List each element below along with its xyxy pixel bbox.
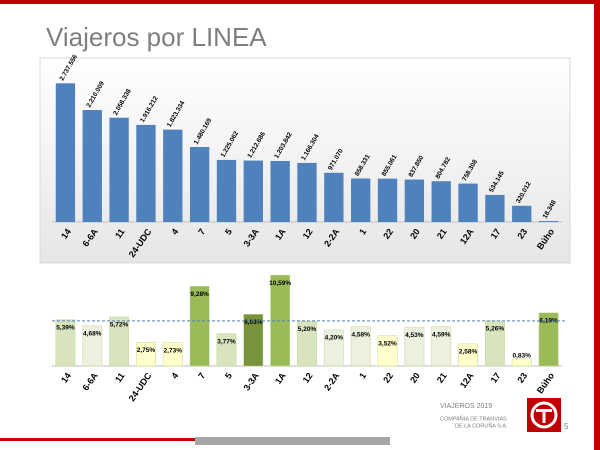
- x-tick-label: 1: [357, 371, 368, 381]
- footer-bar: [195, 437, 390, 445]
- bar: [377, 178, 398, 222]
- data-label: 4,59%: [432, 331, 451, 338]
- data-label: 4,53%: [405, 332, 424, 339]
- data-label: 2,73%: [164, 347, 183, 354]
- x-tick-label: 5: [223, 227, 234, 237]
- x-tick-label: 4: [169, 227, 180, 237]
- x-tick-label: 12: [301, 227, 315, 241]
- x-tick-label: 14: [59, 371, 73, 385]
- footer-bar: [0, 438, 195, 441]
- bar: [511, 358, 532, 367]
- data-label: 4,68%: [83, 331, 102, 338]
- x-tick-label: Búho: [535, 370, 557, 395]
- x-tick-label: 1A: [273, 370, 288, 386]
- bar: [458, 183, 478, 222]
- caption: VIAJEROS 2019: [440, 403, 492, 410]
- slide-title: Viajeros por LINEA: [46, 22, 267, 52]
- data-label: 6,03%: [244, 319, 263, 326]
- data-label: 2,75%: [137, 347, 156, 354]
- x-tick-label: 12A: [458, 370, 476, 390]
- x-tick-label: 22: [381, 371, 395, 385]
- bar: [82, 325, 103, 367]
- bar: [136, 124, 156, 222]
- x-tick-label: 17: [489, 227, 503, 241]
- bar: [323, 329, 344, 367]
- data-label: 5,26%: [486, 326, 505, 333]
- x-tick-label: 2-2A: [322, 370, 342, 392]
- bar: [55, 319, 76, 367]
- bar: [243, 313, 264, 367]
- x-tick-label: 17: [489, 371, 503, 385]
- data-label: 10,59%: [269, 280, 291, 287]
- bar: [431, 181, 451, 222]
- bar: [485, 194, 505, 222]
- data-label: 5,72%: [110, 322, 129, 329]
- bar: [404, 179, 425, 222]
- bar: [55, 83, 76, 222]
- bar: [216, 159, 237, 222]
- x-tick-label: 7: [196, 227, 207, 237]
- data-label: 0,83%: [513, 353, 532, 360]
- x-tick-label: 23: [515, 227, 529, 241]
- x-tick-label: 21: [435, 371, 449, 385]
- x-tick-label: 20: [408, 227, 422, 241]
- data-label: 5,39%: [56, 324, 75, 331]
- bar: [431, 326, 452, 367]
- data-label: 3,77%: [217, 338, 236, 345]
- company-line: COMPAÑIA DE TRANVIAS: [440, 415, 507, 422]
- x-tick-label: 21: [435, 227, 449, 241]
- bar: [512, 205, 532, 222]
- x-tick-label: 20: [408, 371, 422, 385]
- bar: [162, 342, 183, 367]
- bar: [109, 316, 130, 367]
- data-label: 9,28%: [190, 291, 209, 298]
- x-tick-label: 11: [113, 371, 127, 385]
- logo: [527, 398, 561, 432]
- bar: [351, 178, 371, 222]
- data-label: 2,58%: [459, 349, 478, 356]
- bar: [270, 161, 290, 222]
- bar: [324, 172, 344, 222]
- bar: [297, 162, 317, 222]
- bar: [297, 321, 317, 367]
- bar: [136, 342, 156, 367]
- right-border: [594, 0, 600, 450]
- x-tick-label: 14: [59, 227, 73, 241]
- bar: [538, 312, 559, 367]
- x-tick-label: 23: [515, 371, 529, 385]
- x-tick-label: 1: [357, 227, 368, 237]
- bar: [163, 129, 183, 222]
- bar: [404, 326, 425, 367]
- bar: [350, 326, 371, 367]
- bar: [189, 286, 210, 367]
- bar: [458, 343, 478, 367]
- data-label: 4,58%: [351, 331, 370, 338]
- top-border: [0, 0, 600, 4]
- x-tick-label: 3-3A: [242, 370, 262, 392]
- bar: [109, 117, 129, 222]
- x-tick-label: 24-UDC: [127, 370, 154, 403]
- bar: [243, 160, 263, 222]
- x-tick-label: 22: [381, 227, 395, 241]
- bar: [189, 147, 210, 222]
- data-label: 3,52%: [378, 341, 397, 348]
- company-line: DE LA CORUÑA S.A.: [455, 422, 508, 429]
- bar: [538, 221, 559, 222]
- bar: [377, 335, 398, 367]
- x-tick-label: 12: [301, 371, 315, 385]
- bar: [82, 110, 102, 222]
- page-number: 5: [564, 422, 569, 431]
- x-tick-label: 7: [196, 371, 207, 381]
- x-tick-label: 6-6A: [80, 370, 100, 392]
- x-tick-label: 5: [223, 371, 234, 381]
- data-label: 4,20%: [325, 335, 344, 342]
- x-tick-label: 4: [169, 371, 180, 381]
- bar: [216, 333, 237, 367]
- x-tick-label: 11: [113, 227, 127, 241]
- data-label: 5,20%: [298, 326, 317, 333]
